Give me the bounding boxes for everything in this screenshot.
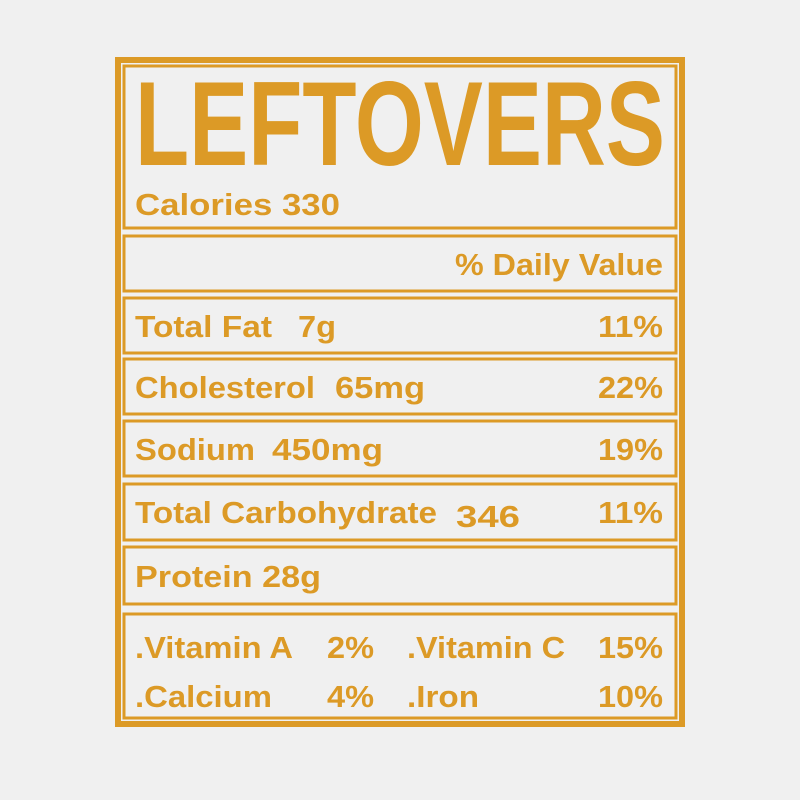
vitamin-name: .Vitamin C	[407, 630, 565, 665]
row-panel	[122, 419, 678, 478]
nutrient-name: Total Fat	[135, 309, 272, 344]
nutrient-amount: 7g	[298, 309, 336, 344]
nutrient-daily-value: 11%	[598, 309, 663, 344]
nutrient-name: Total Carbohydrate	[135, 495, 437, 530]
row-panel	[122, 357, 678, 416]
row-panel	[122, 296, 678, 355]
protein: Protein 28g	[135, 559, 321, 594]
title-panel	[122, 64, 678, 230]
vitamin-panel	[122, 612, 678, 720]
nutrient-daily-value: 19%	[598, 432, 663, 467]
nutrient-name: Cholesterol	[135, 370, 315, 405]
vitamin-value: 15%	[598, 630, 663, 665]
title: LEFTOVERS	[135, 57, 665, 191]
nutrient-amount: 65mg	[335, 370, 425, 405]
nutrient-amount: 346	[456, 499, 520, 534]
vitamin-value: 2%	[327, 630, 374, 665]
nutrient-amount: 450mg	[272, 432, 383, 467]
vitamin-name: .Vitamin A	[135, 630, 293, 665]
header-panel	[122, 234, 678, 293]
nutrient-daily-value: 11%	[598, 495, 663, 530]
vitamin-name: .Iron	[407, 679, 479, 714]
row-panel	[122, 545, 678, 606]
calories: Calories 330	[135, 187, 340, 222]
row-panel	[122, 482, 678, 542]
daily-value-header: % Daily Value	[455, 247, 663, 282]
vitamin-name: .Calcium	[135, 679, 272, 714]
vitamin-value: 10%	[598, 679, 663, 714]
vitamin-value: 4%	[327, 679, 374, 714]
nutrient-daily-value: 22%	[598, 370, 663, 405]
nutrient-name: Sodium	[135, 432, 255, 467]
